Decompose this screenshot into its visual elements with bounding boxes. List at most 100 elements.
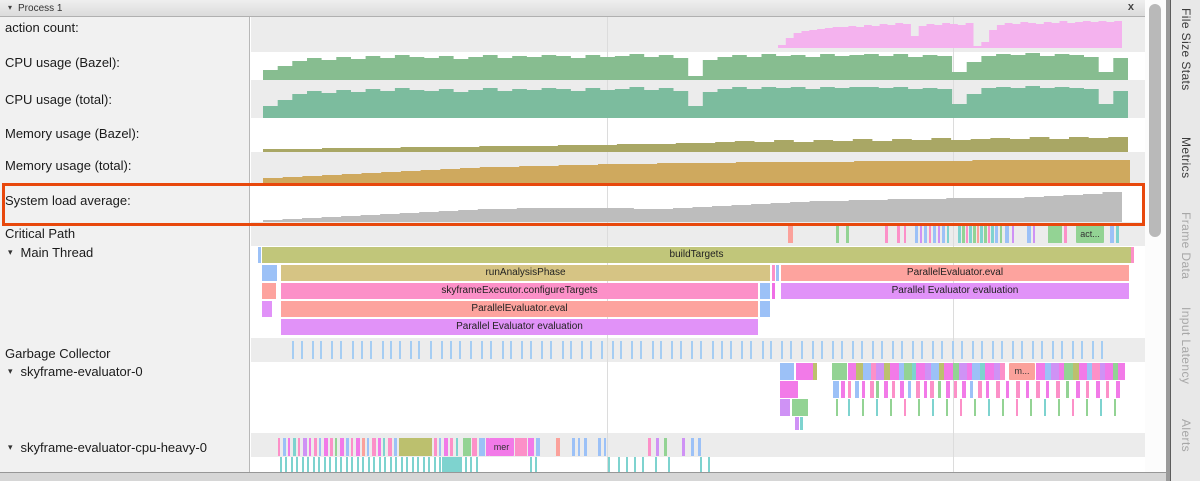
slice-tick[interactable] bbox=[812, 341, 814, 359]
slice-tick[interactable] bbox=[660, 341, 662, 359]
slice-tick[interactable] bbox=[712, 341, 714, 359]
slice-tick[interactable] bbox=[872, 341, 874, 359]
slice-tick[interactable] bbox=[390, 341, 392, 359]
slice-tick[interactable] bbox=[1058, 399, 1060, 416]
slice-tick[interactable] bbox=[790, 341, 792, 359]
slice-tick[interactable] bbox=[1036, 381, 1040, 398]
slice-tick[interactable] bbox=[581, 341, 583, 359]
slice-tick[interactable] bbox=[303, 438, 307, 456]
slice-tick[interactable] bbox=[463, 438, 471, 456]
slice-tick[interactable] bbox=[915, 225, 918, 243]
slice-tick[interactable] bbox=[296, 457, 298, 472]
slice-tick[interactable] bbox=[541, 341, 543, 359]
slice-tick[interactable] bbox=[780, 399, 790, 416]
slice-tick[interactable] bbox=[314, 438, 317, 456]
slice-tick[interactable] bbox=[938, 381, 941, 398]
slice-tick[interactable] bbox=[1087, 363, 1092, 380]
slice-tick[interactable] bbox=[952, 341, 954, 359]
slice-tick[interactable] bbox=[671, 341, 673, 359]
flame-slice-fragment[interactable] bbox=[262, 265, 277, 281]
track-area[interactable]: buildTargets runAnalysisPhase ParallelEval… bbox=[251, 17, 1145, 472]
slice-tick[interactable] bbox=[885, 225, 888, 243]
slice-tick[interactable] bbox=[912, 363, 916, 380]
slice-tick[interactable] bbox=[1048, 225, 1062, 243]
slice-tick[interactable] bbox=[280, 457, 282, 472]
slice-tick[interactable] bbox=[841, 341, 843, 359]
slice-tick[interactable] bbox=[1081, 341, 1083, 359]
slice-tick[interactable] bbox=[362, 457, 364, 472]
slice-tick[interactable] bbox=[352, 341, 354, 359]
slice-tick[interactable] bbox=[933, 225, 936, 243]
slice-tick[interactable] bbox=[292, 341, 294, 359]
slice-tick[interactable] bbox=[1096, 381, 1100, 398]
slice-tick[interactable] bbox=[324, 457, 326, 472]
slice-tick[interactable] bbox=[876, 381, 879, 398]
slice-tick[interactable] bbox=[1041, 341, 1043, 359]
slice-tick[interactable] bbox=[590, 341, 592, 359]
slice-tick[interactable] bbox=[848, 381, 851, 398]
slice-tick[interactable] bbox=[980, 363, 985, 380]
slice-tick[interactable] bbox=[642, 457, 644, 472]
slice-tick[interactable] bbox=[700, 341, 702, 359]
slice-tick[interactable] bbox=[899, 363, 904, 380]
slice-tick[interactable] bbox=[351, 438, 353, 456]
slice-tick[interactable] bbox=[410, 341, 412, 359]
slice-tick[interactable] bbox=[330, 438, 333, 456]
slice-tick[interactable] bbox=[530, 341, 532, 359]
slice-tick[interactable] bbox=[741, 341, 743, 359]
slice-tick[interactable] bbox=[1061, 341, 1063, 359]
slice-tick[interactable] bbox=[442, 457, 462, 472]
slice-tick[interactable] bbox=[944, 363, 953, 380]
action-count-chart[interactable] bbox=[778, 21, 1122, 48]
slice-tick[interactable] bbox=[439, 438, 441, 456]
slice-tick[interactable] bbox=[302, 457, 304, 472]
slice-tick[interactable] bbox=[1116, 381, 1120, 398]
memory-usage-bazel-chart[interactable] bbox=[263, 136, 1128, 152]
memory-usage-total-chart[interactable] bbox=[263, 160, 1130, 184]
slice-tick[interactable] bbox=[1045, 363, 1051, 380]
slice-tick[interactable] bbox=[801, 341, 803, 359]
slice-tick[interactable] bbox=[320, 341, 322, 359]
slice-tick[interactable] bbox=[434, 457, 436, 472]
slice-tick[interactable] bbox=[904, 363, 912, 380]
counter-charts[interactable] bbox=[251, 17, 1145, 472]
vertical-scrollbar[interactable] bbox=[1145, 0, 1166, 472]
slice-tick[interactable] bbox=[481, 341, 483, 359]
tab-metrics[interactable]: Metrics bbox=[1179, 137, 1193, 179]
slice-tick[interactable] bbox=[1086, 381, 1089, 398]
flame-slice[interactable]: skyframeExecutor.configureTargets bbox=[281, 283, 758, 299]
flame-slice-fragment[interactable] bbox=[760, 283, 770, 299]
slice-tick[interactable] bbox=[434, 438, 437, 456]
collapse-arrow-icon[interactable]: ▾ bbox=[8, 442, 13, 452]
slice-tick[interactable] bbox=[1105, 363, 1113, 380]
slice-tick[interactable] bbox=[876, 363, 884, 380]
slice-tick[interactable] bbox=[938, 225, 940, 243]
slice-tick[interactable] bbox=[357, 457, 359, 472]
slice-tick[interactable] bbox=[285, 457, 287, 472]
slice-tick[interactable] bbox=[978, 381, 982, 398]
slice-tick[interactable] bbox=[278, 438, 280, 456]
slice-tick[interactable] bbox=[972, 363, 980, 380]
collapse-arrow-icon[interactable]: ▾ bbox=[8, 366, 13, 376]
slice-tick[interactable] bbox=[528, 438, 534, 456]
slice-tick[interactable] bbox=[901, 341, 903, 359]
slice-tick[interactable] bbox=[892, 341, 894, 359]
slice-tick[interactable] bbox=[652, 341, 654, 359]
slice-tick[interactable] bbox=[708, 457, 710, 472]
slice-tick[interactable] bbox=[562, 341, 564, 359]
slice-tick[interactable] bbox=[1064, 363, 1073, 380]
slice-tick[interactable] bbox=[291, 457, 293, 472]
slice-tick[interactable] bbox=[750, 341, 752, 359]
slice-tick[interactable] bbox=[313, 457, 315, 472]
flame-slice[interactable]: Parallel Evaluator evaluation bbox=[281, 319, 758, 335]
slice-tick[interactable] bbox=[428, 457, 430, 472]
slice-tick[interactable] bbox=[912, 341, 914, 359]
slice-tick[interactable] bbox=[1002, 399, 1004, 416]
tab-file-size-stats[interactable]: File Size Stats bbox=[1179, 8, 1193, 91]
slice-tick[interactable] bbox=[1079, 363, 1087, 380]
slice-tick[interactable] bbox=[1072, 341, 1074, 359]
slice-label[interactable]: m... bbox=[1009, 363, 1035, 380]
slice-tick[interactable] bbox=[335, 438, 337, 456]
slice-tick[interactable] bbox=[961, 341, 963, 359]
slice-tick[interactable] bbox=[770, 341, 772, 359]
